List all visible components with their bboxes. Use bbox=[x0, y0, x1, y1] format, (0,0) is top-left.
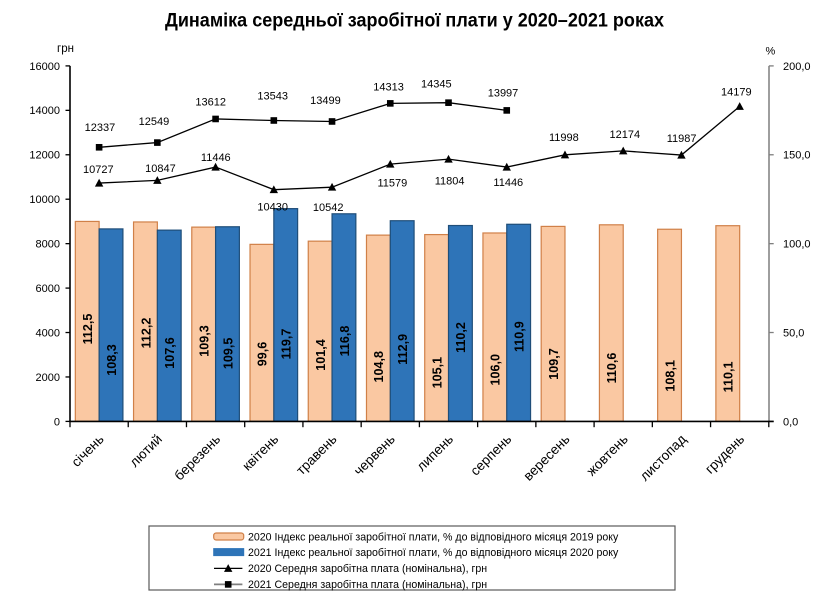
svg-text:101,4: 101,4 bbox=[314, 339, 328, 371]
svg-text:119,7: 119,7 bbox=[280, 329, 294, 360]
svg-text:11804: 11804 bbox=[435, 175, 465, 187]
svg-text:109,5: 109,5 bbox=[221, 338, 235, 370]
svg-text:Динаміка середньої заробітної: Динаміка середньої заробітної плати у 20… bbox=[165, 11, 664, 32]
svg-text:12000: 12000 bbox=[29, 150, 60, 162]
svg-text:14000: 14000 bbox=[29, 105, 60, 117]
svg-text:13543: 13543 bbox=[257, 91, 288, 103]
svg-text:2000: 2000 bbox=[36, 372, 60, 384]
svg-text:12337: 12337 bbox=[85, 122, 116, 134]
svg-text:50,0: 50,0 bbox=[783, 327, 804, 339]
svg-text:107,6: 107,6 bbox=[163, 337, 177, 369]
svg-text:10542: 10542 bbox=[313, 202, 344, 214]
svg-text:14313: 14313 bbox=[373, 81, 404, 93]
svg-text:12549: 12549 bbox=[139, 116, 170, 128]
svg-text:11998: 11998 bbox=[549, 132, 579, 144]
svg-text:10430: 10430 bbox=[257, 202, 288, 214]
svg-text:11446: 11446 bbox=[493, 177, 523, 189]
svg-text:100,0: 100,0 bbox=[783, 239, 811, 251]
svg-text:109,7: 109,7 bbox=[547, 348, 561, 380]
svg-text:105,1: 105,1 bbox=[430, 357, 444, 389]
svg-text:11987: 11987 bbox=[667, 133, 697, 145]
svg-text:109,3: 109,3 bbox=[197, 325, 211, 357]
svg-text:16000: 16000 bbox=[29, 61, 60, 73]
svg-text:200,0: 200,0 bbox=[783, 61, 811, 73]
svg-text:6000: 6000 bbox=[36, 283, 60, 295]
svg-text:116,8: 116,8 bbox=[338, 326, 352, 357]
svg-text:2021 Індекс реальної заробітно: 2021 Індекс реальної заробітної плати, %… bbox=[248, 547, 619, 559]
svg-text:10727: 10727 bbox=[83, 164, 114, 176]
svg-text:13612: 13612 bbox=[195, 96, 226, 108]
svg-text:10847: 10847 bbox=[145, 163, 176, 175]
svg-text:12174: 12174 bbox=[610, 129, 641, 141]
svg-text:108,1: 108,1 bbox=[663, 360, 677, 392]
svg-text:99,6: 99,6 bbox=[256, 342, 270, 367]
svg-text:13499: 13499 bbox=[310, 95, 341, 107]
svg-text:112,2: 112,2 bbox=[139, 318, 153, 349]
svg-text:%: % bbox=[766, 45, 776, 57]
svg-text:грн: грн bbox=[57, 43, 74, 55]
svg-text:11446: 11446 bbox=[201, 152, 231, 164]
svg-text:104,8: 104,8 bbox=[372, 351, 386, 383]
svg-text:14179: 14179 bbox=[721, 87, 752, 99]
svg-text:11579: 11579 bbox=[378, 178, 408, 190]
svg-text:0: 0 bbox=[54, 416, 60, 428]
svg-text:110,1: 110,1 bbox=[722, 361, 736, 392]
svg-text:112,9: 112,9 bbox=[396, 334, 410, 365]
svg-text:10000: 10000 bbox=[29, 194, 60, 206]
svg-text:110,9: 110,9 bbox=[512, 321, 526, 352]
svg-text:14345: 14345 bbox=[421, 79, 452, 91]
svg-text:150,0: 150,0 bbox=[783, 150, 811, 162]
svg-text:2020 Індекс реальної заробітно: 2020 Індекс реальної заробітної плати, %… bbox=[248, 531, 619, 543]
svg-text:108,3: 108,3 bbox=[105, 344, 119, 376]
svg-text:4000: 4000 bbox=[36, 327, 60, 339]
svg-text:106,0: 106,0 bbox=[489, 354, 503, 386]
svg-text:13997: 13997 bbox=[488, 87, 519, 99]
svg-text:2020 Середня заробітна плата (: 2020 Середня заробітна плата (номінальна… bbox=[248, 563, 487, 575]
svg-text:0,0: 0,0 bbox=[783, 416, 798, 428]
svg-text:8000: 8000 bbox=[36, 239, 60, 251]
svg-text:2021 Середня заробітна плата (: 2021 Середня заробітна плата (номінальна… bbox=[248, 579, 487, 591]
svg-text:112,5: 112,5 bbox=[81, 314, 95, 345]
svg-text:110,2: 110,2 bbox=[454, 322, 468, 353]
svg-text:110,6: 110,6 bbox=[605, 353, 619, 384]
